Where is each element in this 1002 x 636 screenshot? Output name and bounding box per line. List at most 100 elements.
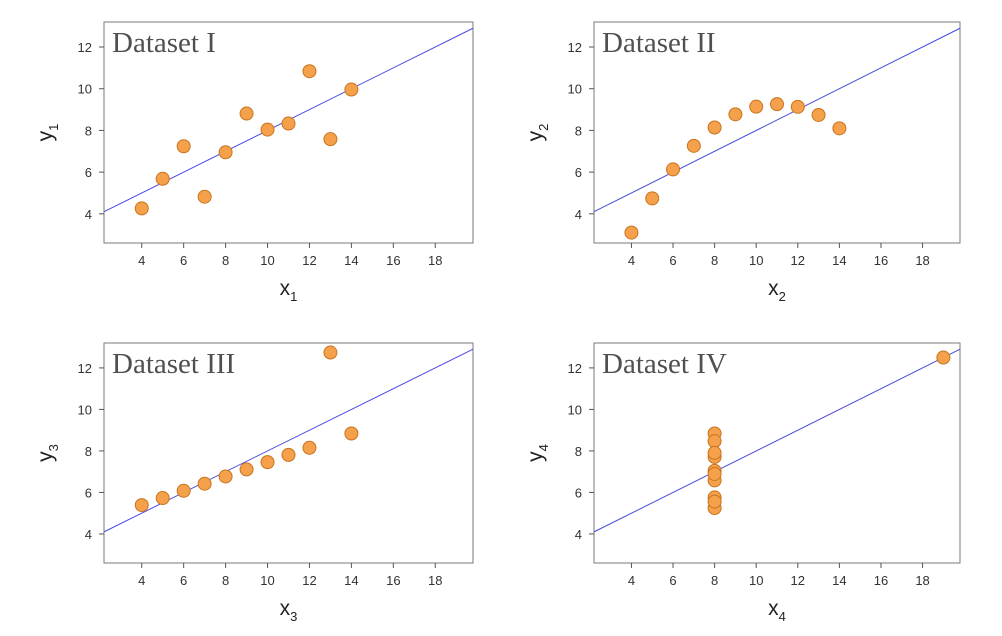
- dataset-iv-x-tick-label: 12: [791, 573, 805, 588]
- dataset-ii-data-point: [645, 191, 660, 206]
- dataset-iv-y-tick-label: 4: [575, 527, 582, 542]
- dataset-i-data-point: [281, 116, 296, 131]
- dataset-i-data-point: [176, 139, 191, 154]
- dataset-iii-data-point: [323, 345, 338, 360]
- dataset-iii-x-axis-subscript: 3: [290, 609, 297, 624]
- dataset-ii-x-tick-label: 16: [874, 253, 888, 268]
- dataset-i-y-tick-label: 8: [85, 123, 92, 138]
- dataset-ii-title: Dataset II: [602, 27, 716, 59]
- dataset-i-y-tick-label: 10: [78, 82, 92, 97]
- dataset-iv-regression-line: [594, 348, 960, 533]
- dataset-iv-plot-frame: [593, 342, 961, 564]
- dataset-iii-y-tick-label: 8: [85, 444, 92, 459]
- dataset-i-y-tick-label: 12: [78, 40, 92, 55]
- dataset-ii-data-point: [728, 107, 743, 122]
- dataset-iv-y-axis-label: y4: [524, 444, 551, 462]
- dataset-iii-x-tick-label: 8: [222, 573, 229, 588]
- dataset-iii-panel: 4 6 8 10 12 14 16 18 4 6 8 10 12 Dataset III x3 y3: [34, 342, 474, 624]
- dataset-i-x-axis-var: x: [280, 277, 291, 300]
- dataset-iii-x-tick-label: 18: [428, 573, 442, 588]
- dataset-i-x-tick-label: 14: [344, 253, 358, 268]
- dataset-ii-x-axis-label: x2: [768, 277, 786, 304]
- dataset-iii-x-tick-label: 6: [180, 573, 187, 588]
- dataset-iv-data-point: [707, 466, 722, 481]
- dataset-i-data-point: [302, 64, 317, 79]
- dataset-iv-x-axis-subscript: 4: [779, 609, 786, 624]
- dataset-ii-x-tick-label: 18: [915, 253, 929, 268]
- dataset-iv-y-tick-label: 8: [575, 444, 582, 459]
- dataset-ii-data-point: [686, 138, 701, 153]
- dataset-iv-y-tick-label: 10: [568, 402, 582, 417]
- dataset-iv-x-tick-label: 16: [874, 573, 888, 588]
- dataset-ii-data-point: [666, 162, 681, 177]
- dataset-i-y-tick-label: 4: [85, 207, 92, 222]
- dataset-iii-title: Dataset III: [112, 348, 235, 380]
- dataset-i-x-axis-label: x1: [280, 277, 298, 304]
- dataset-ii-data-point: [749, 99, 764, 114]
- dataset-iii-data-point: [344, 426, 359, 441]
- dataset-iv-y-axis-var: y: [524, 451, 547, 462]
- dataset-ii-data-point: [707, 120, 722, 135]
- dataset-ii-x-tick-label: 8: [711, 253, 718, 268]
- dataset-ii-y-tick-label: 6: [575, 165, 582, 180]
- dataset-iv-x-tick-label: 18: [915, 573, 929, 588]
- dataset-iii-x-tick-label: 14: [344, 573, 358, 588]
- dataset-ii-data-point: [624, 225, 639, 240]
- dataset-i-plot-frame: [103, 21, 474, 244]
- dataset-iv-x-tick-label: 14: [832, 573, 846, 588]
- dataset-ii-x-tick-label: 4: [628, 253, 635, 268]
- dataset-iii-y-tick-label: 6: [85, 485, 92, 500]
- dataset-i-y-axis-var: y: [34, 130, 57, 141]
- dataset-iii-x-tick-label: 10: [260, 573, 274, 588]
- dataset-iv-x-axis-label: x4: [768, 597, 786, 624]
- dataset-i-data-point: [197, 189, 212, 204]
- dataset-ii-y-tick-label: 10: [568, 82, 582, 97]
- dataset-i-data-point: [344, 82, 359, 97]
- dataset-iii-x-tick-label: 12: [302, 573, 316, 588]
- dataset-ii-x-tick-label: 14: [832, 253, 846, 268]
- dataset-iv-x-axis-var: x: [768, 597, 779, 620]
- dataset-i-data-point: [323, 132, 338, 147]
- dataset-ii-data-point: [770, 97, 784, 112]
- dataset-ii-regression-line: [594, 27, 960, 213]
- dataset-i-x-tick-label: 8: [222, 253, 229, 268]
- dataset-iv-y-tick-label: 12: [568, 361, 582, 376]
- dataset-i-x-tick-label: 18: [428, 253, 442, 268]
- dataset-iii-data-point: [155, 491, 170, 506]
- dataset-iii-y-tick-label: 12: [78, 361, 92, 376]
- dataset-ii-data-point: [832, 121, 847, 136]
- dataset-i-data-point: [155, 171, 170, 186]
- dataset-iii-x-tick-label: 4: [138, 573, 145, 588]
- dataset-iii-data-point: [134, 498, 149, 513]
- dataset-iii-y-axis-label: y3: [34, 444, 61, 462]
- dataset-iii-plot-frame: [103, 342, 474, 564]
- dataset-ii-y-tick-label: 12: [568, 40, 582, 55]
- dataset-i-y-axis-label: y1: [34, 124, 61, 142]
- dataset-ii-x-tick-label: 12: [791, 253, 805, 268]
- dataset-iv-y-tick-label: 6: [575, 485, 582, 500]
- dataset-iii-x-axis-label: x3: [280, 597, 298, 624]
- dataset-i-data-point: [260, 122, 275, 137]
- dataset-iii-data-point: [197, 476, 212, 491]
- dataset-iii-y-tick-label: 10: [78, 402, 92, 417]
- dataset-i-title: Dataset I: [112, 27, 216, 59]
- dataset-i-data-point: [134, 201, 149, 216]
- dataset-iii-y-tick-label: 4: [85, 527, 92, 542]
- dataset-ii-y-axis-subscript: 2: [536, 124, 551, 131]
- dataset-iii-x-axis-var: x: [280, 597, 291, 620]
- dataset-ii-data-point: [790, 99, 805, 114]
- dataset-iii-data-point: [260, 455, 275, 470]
- dataset-iv-y-axis-subscript: 4: [536, 444, 551, 451]
- dataset-ii-x-axis-subscript: 2: [779, 289, 786, 304]
- dataset-i-y-tick-label: 6: [85, 165, 92, 180]
- dataset-iii-x-tick-label: 16: [386, 573, 400, 588]
- dataset-iv-title: Dataset IV: [602, 348, 727, 380]
- dataset-i-x-tick-label: 16: [386, 253, 400, 268]
- dataset-iv-x-tick-label: 8: [711, 573, 718, 588]
- dataset-iv-data-point: [936, 350, 951, 365]
- dataset-iv-data-point: [707, 445, 722, 460]
- dataset-i-y-axis-subscript: 1: [46, 124, 61, 131]
